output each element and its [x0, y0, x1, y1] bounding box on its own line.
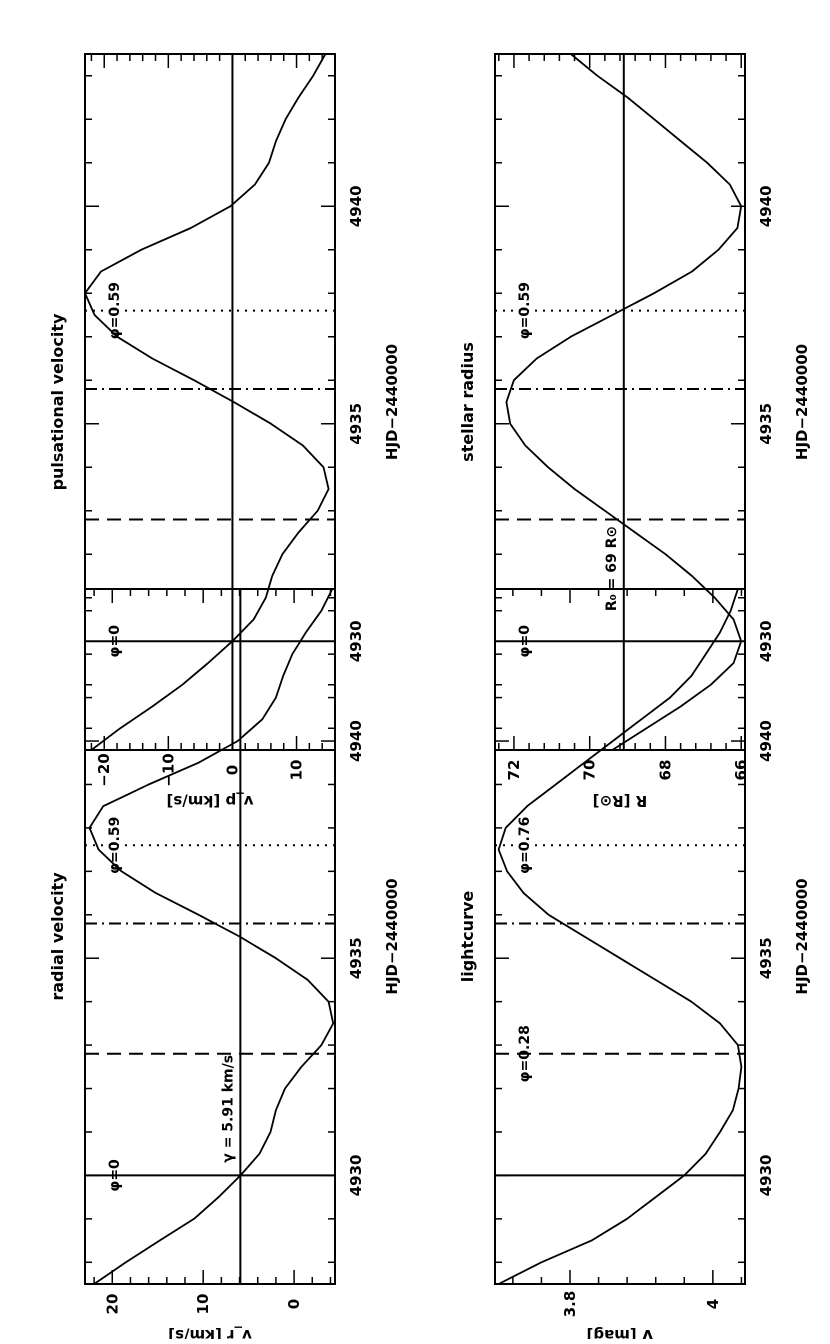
lightcurve-annotation: φ=0.28	[517, 1025, 533, 1082]
lightcurve-xlabel: HJD−2440000	[793, 878, 811, 994]
pulsational-velocity-ytick-label: −10	[159, 753, 177, 786]
radial-velocity-xlabel: HJD−2440000	[383, 878, 401, 994]
stellar-radius-panel: 4930 4935 4940 66 68 70 72 φ=0 φ=0.59 R₀ = 69 R⊙ H…	[458, 53, 811, 810]
lightcurve-annotation: φ=0.76	[517, 817, 533, 874]
radial-velocity-annotation: γ = 5.91 km/s	[220, 1055, 236, 1163]
stellar-radius-annotation: φ=0	[517, 625, 533, 658]
lightcurve-curve	[497, 588, 743, 1285]
lightcurve-ytick-label: 4	[704, 1299, 722, 1309]
pulsational-velocity-panel: 4930 4935 4940 −20 −10 0 10 φ=0 φ=0.59 HJD−244000…	[48, 53, 401, 810]
pulsational-velocity-xtick-label: 4935	[347, 403, 365, 445]
radial-velocity-ytick-label: 20	[103, 1294, 121, 1315]
pulsational-velocity-ytick-label: −20	[95, 753, 113, 786]
lightcurve-ytick-label: 3.8	[561, 1291, 579, 1318]
pulsational-velocity-title: pulsational velocity	[48, 313, 67, 490]
pulsational-velocity-xtick-label: 4940	[347, 185, 365, 227]
radial-velocity-annotation: φ=0	[107, 1159, 123, 1192]
lightcurve-ylabel: V [mag]	[586, 1326, 653, 1339]
pulsational-velocity-xlabel: HJD−2440000	[383, 344, 401, 460]
pulsational-velocity-annotation: φ=0	[107, 625, 123, 658]
pulsational-velocity-annotation: φ=0.59	[107, 282, 123, 339]
radial-velocity-ytick-label: 10	[194, 1294, 212, 1315]
stellar-radius-ylabel: R [R⊙]	[593, 792, 648, 810]
radial-velocity-xtick-label: 4930	[347, 1155, 365, 1197]
stellar-radius-ytick-label: 66	[732, 760, 750, 781]
lightcurve-panel: 4930 4935 4940 3.8 4 φ=0.28 φ=0.76 HJD−2440000 l…	[458, 588, 811, 1344]
radial-velocity-panel: 4930 4935 4940 0 10 20 φ=0 φ=0.59 γ = 5.91 km/s H…	[48, 588, 401, 1344]
stellar-radius-curve	[505, 53, 743, 751]
radial-velocity-annotation: φ=0.59	[107, 817, 123, 874]
stellar-radius-annotation: R₀ = 69 R⊙	[604, 526, 620, 611]
lightcurve-xtick-label: 4940	[757, 720, 775, 762]
radial-velocity-ylabel: v_r [km/s]	[168, 1326, 252, 1339]
stellar-radius-ytick-label: 70	[581, 760, 599, 781]
pulsational-velocity-curve	[84, 53, 330, 751]
radial-velocity-xtick-label: 4935	[347, 937, 365, 979]
figure-root: 4930 4935 4940 0 10 20 φ=0 φ=0.59 γ = 5.91 km/s H…	[48, 53, 811, 1344]
pulsational-velocity-frame	[84, 53, 336, 751]
pulsational-velocity-ylabel: v_p [km/s]	[167, 792, 254, 810]
stellar-radius-ytick-label: 68	[656, 760, 674, 781]
radial-velocity-ytick-label: 0	[285, 1299, 303, 1309]
pulsational-velocity-xtick-label: 4930	[347, 620, 365, 662]
stellar-radius-title: stellar radius	[458, 342, 477, 462]
lightcurve-title: lightcurve	[458, 891, 477, 983]
pulsational-velocity-ytick-label: 10	[288, 760, 306, 781]
lightcurve-xtick-label: 4930	[757, 1155, 775, 1197]
stellar-radius-annotation: φ=0.59	[517, 282, 533, 339]
radial-velocity-xtick-label: 4940	[347, 720, 365, 762]
stellar-radius-xtick-label: 4935	[757, 403, 775, 445]
lightcurve-xtick-label: 4935	[757, 937, 775, 979]
stellar-radius-xlabel: HJD−2440000	[793, 344, 811, 460]
lightcurve-frame	[494, 588, 746, 1285]
stellar-radius-xtick-label: 4930	[757, 620, 775, 662]
stellar-radius-xtick-label: 4940	[757, 185, 775, 227]
stellar-radius-ytick-label: 72	[505, 760, 523, 781]
pulsational-velocity-ytick-label: 0	[223, 765, 241, 775]
radial-velocity-frame	[84, 588, 336, 1285]
radial-velocity-title: radial velocity	[48, 872, 67, 1001]
radial-velocity-curve	[88, 588, 335, 1285]
